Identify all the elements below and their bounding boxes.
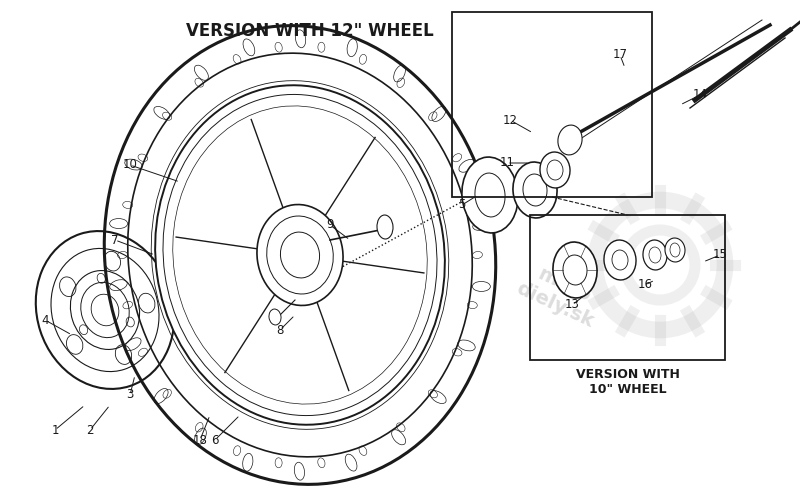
- Text: 9: 9: [326, 219, 334, 231]
- Ellipse shape: [269, 309, 281, 325]
- Text: 2: 2: [86, 423, 94, 437]
- Ellipse shape: [513, 162, 557, 218]
- Ellipse shape: [36, 231, 174, 389]
- Text: 3: 3: [126, 389, 134, 401]
- Text: 6: 6: [211, 434, 218, 446]
- Text: moto
diely.sk: moto diely.sk: [514, 259, 606, 331]
- Text: 11: 11: [499, 156, 514, 170]
- Ellipse shape: [377, 215, 393, 239]
- Text: 4: 4: [42, 314, 49, 326]
- Text: 14: 14: [693, 89, 707, 101]
- Ellipse shape: [604, 240, 636, 280]
- Ellipse shape: [643, 240, 667, 270]
- Text: 13: 13: [565, 298, 579, 312]
- Ellipse shape: [665, 238, 685, 262]
- Text: 8: 8: [276, 323, 284, 337]
- Ellipse shape: [155, 85, 445, 425]
- Text: 18: 18: [193, 434, 207, 446]
- Bar: [530, 215, 725, 360]
- Ellipse shape: [558, 125, 582, 155]
- Ellipse shape: [257, 204, 343, 305]
- Text: 1: 1: [51, 423, 58, 437]
- Text: VERSION WITH
10" WHEEL: VERSION WITH 10" WHEEL: [575, 368, 679, 396]
- Ellipse shape: [462, 157, 518, 233]
- Text: 16: 16: [638, 278, 653, 292]
- Ellipse shape: [281, 232, 319, 278]
- Text: 5: 5: [458, 198, 466, 212]
- Bar: [452, 12, 652, 197]
- Text: VERSION WITH 12" WHEEL: VERSION WITH 12" WHEEL: [186, 22, 434, 40]
- Text: 17: 17: [613, 49, 627, 62]
- Ellipse shape: [540, 152, 570, 188]
- Text: 12: 12: [502, 114, 518, 126]
- Ellipse shape: [553, 242, 597, 298]
- Text: 15: 15: [713, 248, 727, 262]
- Text: 10: 10: [122, 158, 138, 172]
- Ellipse shape: [70, 270, 140, 349]
- Text: 7: 7: [111, 234, 118, 246]
- Ellipse shape: [91, 294, 119, 326]
